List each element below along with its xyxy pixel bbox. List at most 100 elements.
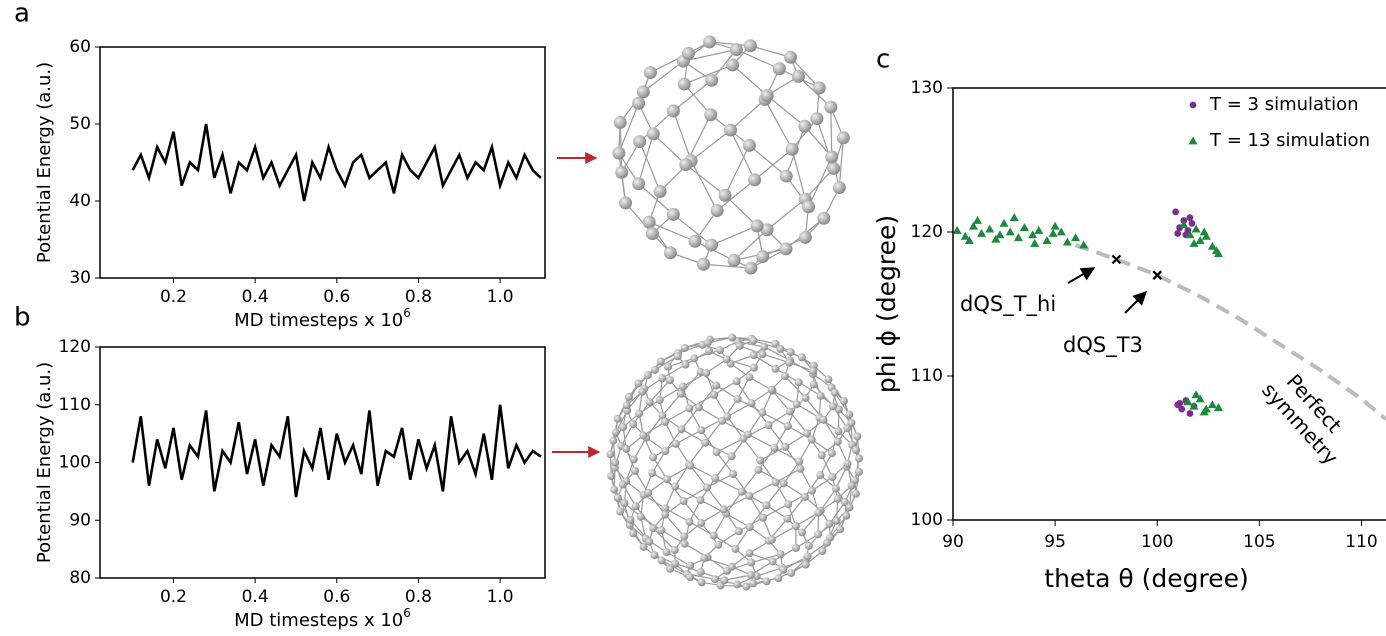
bond <box>792 149 805 199</box>
bond <box>749 145 786 176</box>
x-tick-label: 100 <box>1141 532 1173 552</box>
atom <box>770 444 778 452</box>
atom <box>823 539 831 547</box>
bond <box>726 514 750 528</box>
atom <box>677 390 685 398</box>
atom <box>834 438 842 446</box>
atom <box>728 563 736 571</box>
atom <box>611 459 619 467</box>
scatter-point <box>1174 230 1181 237</box>
atom <box>621 499 629 507</box>
atom <box>848 481 856 489</box>
atom <box>646 227 659 240</box>
atom <box>758 409 766 417</box>
atom <box>697 568 705 576</box>
bond <box>767 96 805 127</box>
atom <box>818 451 826 459</box>
atom <box>852 490 860 498</box>
atom <box>646 398 654 406</box>
atom <box>787 569 795 577</box>
scatter-point <box>1006 228 1015 236</box>
scatter-point <box>1178 406 1185 413</box>
atom <box>761 89 774 102</box>
scatter-point <box>985 225 994 233</box>
atom <box>644 489 652 497</box>
atom <box>733 580 741 588</box>
atom <box>614 116 627 129</box>
atom <box>667 208 680 221</box>
atom <box>716 346 724 354</box>
bond <box>733 65 768 96</box>
atom <box>793 400 801 408</box>
scatter-point <box>1208 400 1217 408</box>
scatter-point <box>1042 236 1051 244</box>
atom <box>607 472 615 480</box>
atom <box>729 470 737 478</box>
bond <box>711 226 757 245</box>
atom <box>834 427 842 435</box>
atom <box>787 348 795 356</box>
x-tick-label: 0.8 <box>405 287 432 307</box>
atom <box>796 465 804 473</box>
atom <box>852 446 860 454</box>
y-tick-label: 50 <box>69 114 91 134</box>
atom <box>635 410 643 418</box>
bond <box>726 492 742 514</box>
atom <box>643 216 656 229</box>
scatter-point <box>1172 208 1179 215</box>
y-tick-label: 120 <box>59 337 91 357</box>
atom <box>792 522 800 530</box>
bond <box>749 482 775 496</box>
atom <box>748 399 756 407</box>
bond <box>831 107 832 157</box>
scatter-point <box>1030 239 1039 247</box>
atom <box>697 426 705 434</box>
atom <box>711 204 724 217</box>
atom <box>809 367 817 375</box>
atom <box>738 488 746 496</box>
atom <box>650 551 658 559</box>
atom <box>622 445 630 453</box>
bond <box>785 376 806 398</box>
bond <box>715 456 731 478</box>
atom <box>632 177 645 190</box>
atom <box>756 250 769 263</box>
atom <box>855 454 863 462</box>
atom <box>710 391 718 399</box>
atom <box>614 415 622 423</box>
y-tick-label: 30 <box>69 268 91 288</box>
atom <box>633 135 646 148</box>
atom <box>781 372 789 380</box>
atom <box>759 350 767 358</box>
atom <box>700 554 708 562</box>
atom <box>733 377 741 385</box>
atom <box>855 468 863 476</box>
y-tick-label: 110 <box>911 366 943 386</box>
molecule-c60 <box>612 35 849 274</box>
atom <box>828 449 836 457</box>
atom <box>606 450 614 458</box>
x-tick-label: 1.0 <box>487 287 514 307</box>
panel-label: b <box>14 303 31 333</box>
atom <box>637 85 650 98</box>
atom <box>779 566 787 574</box>
atom <box>619 480 627 488</box>
x-tick-label: 0.2 <box>160 287 187 307</box>
x-tick-label: 0.6 <box>323 287 350 307</box>
bond <box>773 391 797 405</box>
atom <box>756 456 764 464</box>
scatter-point <box>1051 222 1060 230</box>
atom <box>672 440 680 448</box>
atom <box>627 516 635 524</box>
atom <box>840 397 848 405</box>
atom <box>747 571 755 579</box>
atom <box>629 420 637 428</box>
atom <box>632 502 640 510</box>
atom <box>744 39 757 52</box>
atom <box>663 548 671 556</box>
atom <box>612 428 620 436</box>
atom <box>696 496 704 504</box>
atom <box>703 35 716 48</box>
atom <box>749 579 757 587</box>
plot-frame <box>100 47 545 278</box>
